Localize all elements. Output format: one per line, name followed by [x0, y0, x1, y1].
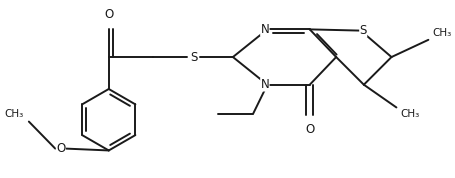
- Text: CH₃: CH₃: [432, 28, 451, 38]
- Text: O: O: [56, 142, 66, 155]
- Text: S: S: [359, 24, 367, 37]
- Text: CH₃: CH₃: [5, 109, 24, 119]
- Text: N: N: [261, 23, 269, 36]
- Text: N: N: [261, 78, 269, 91]
- Text: O: O: [305, 123, 314, 136]
- Text: CH₃: CH₃: [400, 109, 420, 119]
- Text: S: S: [190, 51, 197, 64]
- Text: O: O: [104, 8, 113, 21]
